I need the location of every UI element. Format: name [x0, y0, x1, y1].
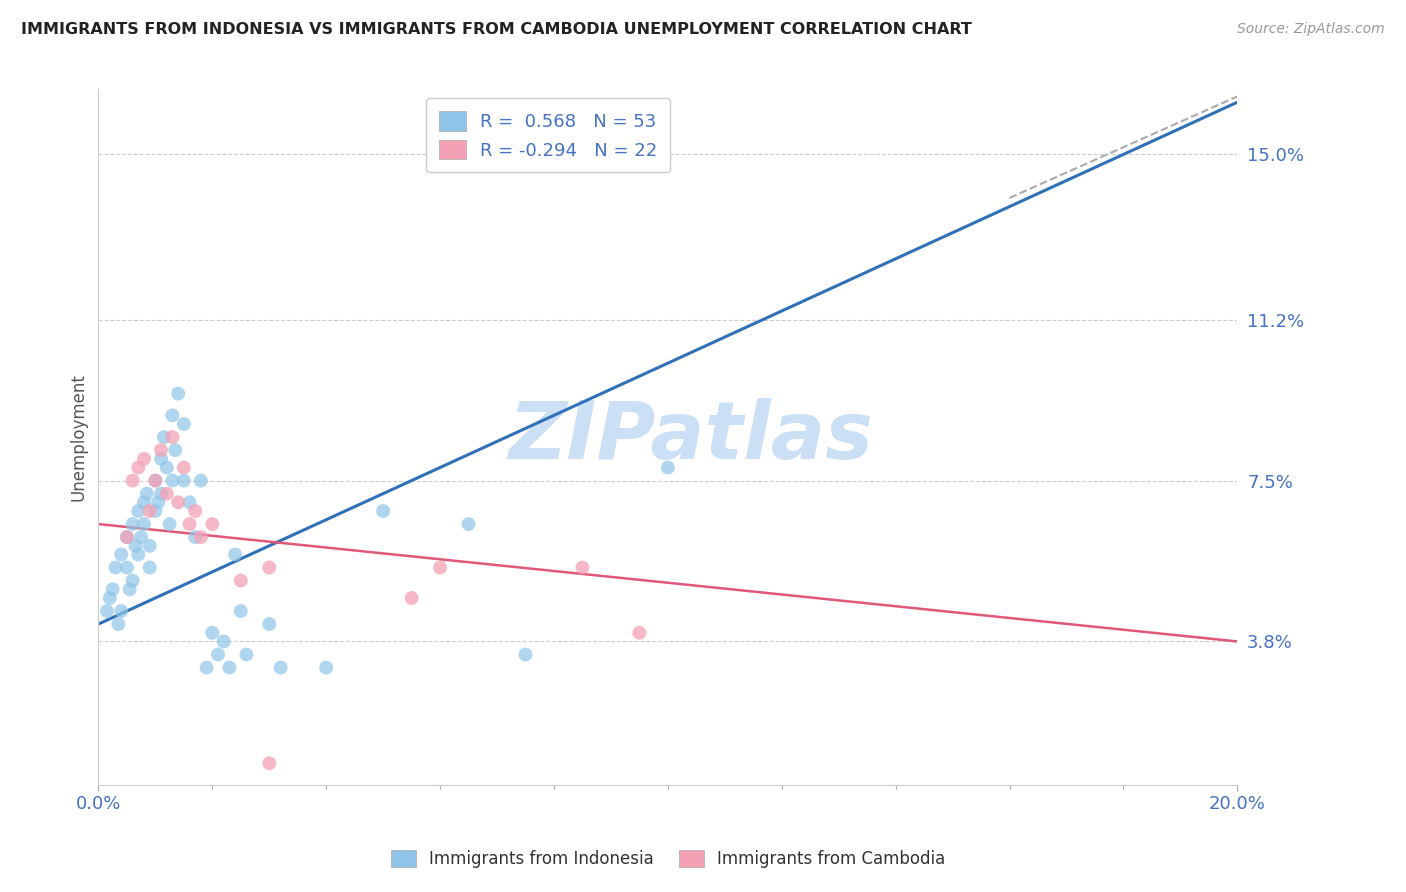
- Point: [515, 648, 537, 662]
- Point: [145, 504, 167, 518]
- Point: [135, 486, 157, 500]
- Point: [138, 560, 160, 574]
- Point: [195, 660, 218, 674]
- Point: [150, 451, 173, 466]
- Point: [148, 495, 170, 509]
- Point: [104, 560, 127, 574]
- Point: [127, 460, 149, 475]
- Point: [259, 617, 281, 632]
- Point: [190, 474, 212, 488]
- Point: [179, 516, 201, 531]
- Point: [118, 582, 141, 597]
- Point: [173, 474, 195, 488]
- Text: IMMIGRANTS FROM INDONESIA VS IMMIGRANTS FROM CAMBODIA UNEMPLOYMENT CORRELATION C: IMMIGRANTS FROM INDONESIA VS IMMIGRANTS …: [21, 22, 972, 37]
- Point: [150, 443, 173, 458]
- Point: [259, 756, 281, 771]
- Point: [167, 495, 190, 509]
- Point: [184, 504, 207, 518]
- Point: [159, 516, 181, 531]
- Point: [138, 539, 160, 553]
- Point: [110, 604, 132, 618]
- Point: [153, 430, 176, 444]
- Point: [212, 634, 235, 648]
- Legend: Immigrants from Indonesia, Immigrants from Cambodia: Immigrants from Indonesia, Immigrants fr…: [382, 842, 953, 877]
- Point: [162, 409, 184, 423]
- Point: [457, 516, 479, 531]
- Point: [132, 516, 155, 531]
- Point: [201, 625, 224, 640]
- Point: [107, 617, 129, 632]
- Point: [218, 660, 240, 674]
- Point: [165, 443, 187, 458]
- Point: [124, 539, 146, 553]
- Point: [127, 548, 149, 562]
- Point: [132, 451, 155, 466]
- Text: Source: ZipAtlas.com: Source: ZipAtlas.com: [1237, 22, 1385, 37]
- Point: [101, 582, 124, 597]
- Point: [207, 648, 229, 662]
- Point: [401, 591, 423, 605]
- Point: [270, 660, 292, 674]
- Point: [429, 560, 451, 574]
- Point: [150, 486, 173, 500]
- Point: [229, 604, 252, 618]
- Point: [184, 530, 207, 544]
- Point: [138, 504, 160, 518]
- Point: [115, 530, 138, 544]
- Point: [132, 495, 155, 509]
- Text: ZIPatlas: ZIPatlas: [508, 398, 873, 476]
- Point: [145, 474, 167, 488]
- Point: [156, 486, 179, 500]
- Point: [145, 474, 167, 488]
- Point: [173, 417, 195, 431]
- Point: [127, 504, 149, 518]
- Point: [571, 560, 593, 574]
- Point: [115, 530, 138, 544]
- Point: [657, 460, 679, 475]
- Point: [628, 625, 651, 640]
- Point: [162, 474, 184, 488]
- Point: [121, 516, 143, 531]
- Point: [162, 430, 184, 444]
- Y-axis label: Unemployment: Unemployment: [69, 373, 87, 501]
- Point: [110, 548, 132, 562]
- Point: [96, 604, 118, 618]
- Point: [259, 560, 281, 574]
- Point: [190, 530, 212, 544]
- Point: [129, 530, 152, 544]
- Point: [201, 516, 224, 531]
- Point: [121, 474, 143, 488]
- Point: [98, 591, 121, 605]
- Point: [229, 574, 252, 588]
- Point: [156, 460, 179, 475]
- Point: [173, 460, 195, 475]
- Point: [179, 495, 201, 509]
- Point: [115, 560, 138, 574]
- Point: [235, 648, 257, 662]
- Point: [167, 386, 190, 401]
- Point: [371, 504, 394, 518]
- Point: [224, 548, 246, 562]
- Point: [121, 574, 143, 588]
- Point: [315, 660, 337, 674]
